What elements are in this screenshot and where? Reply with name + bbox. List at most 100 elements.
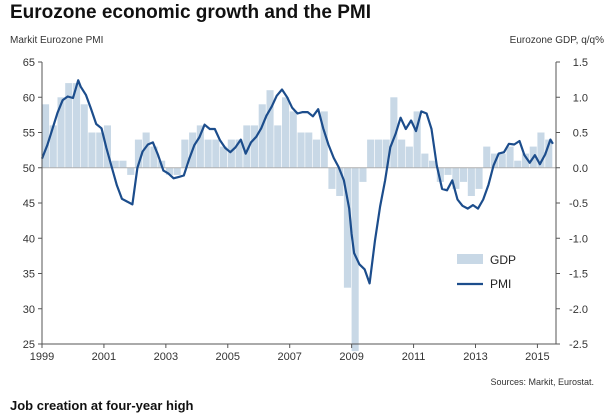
- pmi-line: [40, 79, 554, 285]
- x-tick-label: 2015: [525, 351, 549, 363]
- gdp-bar: [506, 146, 514, 168]
- left-tick-label: 40: [23, 233, 35, 245]
- gdp-bar: [181, 139, 189, 168]
- gdp-bar: [282, 97, 290, 168]
- right-tick-label: 1.0: [573, 92, 588, 104]
- gdp-bar: [227, 139, 235, 168]
- gdp-bar: [235, 139, 243, 168]
- right-tick-label: 0.5: [573, 128, 588, 140]
- x-tick-label: 2009: [339, 351, 363, 363]
- gdp-bar: [243, 125, 251, 168]
- gdp-bar: [111, 160, 119, 168]
- x-tick-label: 2007: [277, 351, 301, 363]
- gdp-bar: [460, 167, 468, 182]
- right-axis-label: Eurozone GDP, q/q%: [509, 35, 604, 46]
- gdp-bar: [483, 146, 491, 168]
- gdp-bar: [142, 132, 150, 168]
- gdp-bar: [374, 139, 382, 168]
- gdp-bar: [88, 132, 96, 168]
- gdp-bar: [398, 139, 406, 168]
- gdp-bar: [429, 160, 437, 168]
- x-tick-label: 2001: [92, 351, 116, 363]
- left-tick-label: 55: [23, 128, 35, 140]
- gdp-bar: [258, 104, 266, 168]
- gdp-bar: [405, 146, 413, 168]
- gdp-bar: [289, 111, 297, 168]
- gdp-bar: [103, 125, 111, 168]
- right-tick-label: 1.5: [573, 57, 588, 69]
- gdp-bars: [42, 83, 553, 352]
- left-tick-label: 35: [23, 269, 35, 281]
- gdp-bar: [367, 139, 375, 168]
- legend-pmi-label: PMI: [490, 277, 511, 291]
- gdp-bar: [204, 139, 212, 168]
- gdp-bar: [343, 167, 351, 288]
- right-tick-label: -1.0: [569, 233, 588, 245]
- gdp-bar: [382, 139, 390, 168]
- gdp-bar: [475, 167, 483, 189]
- gdp-bar: [220, 146, 228, 168]
- gdp-bar: [80, 104, 88, 168]
- source-note: Sources: Markit, Eurostat.: [490, 377, 594, 387]
- gdp-bar: [328, 167, 336, 189]
- left-tick-label: 25: [23, 339, 35, 351]
- gdp-bar: [96, 132, 104, 168]
- gdp-bar: [127, 167, 135, 175]
- gdp-bar: [165, 167, 173, 175]
- gdp-bar: [73, 83, 81, 168]
- gdp-bar: [65, 83, 73, 168]
- right-tick-label: 0.0: [573, 163, 588, 175]
- left-axis-label: Markit Eurozone PMI: [10, 35, 104, 46]
- axes: 65 60 55 50 45 40 35 30 25 1.5 1.0 0.5 0.0 -0.5 -1.0 -1…: [23, 57, 588, 363]
- gdp-bar: [57, 97, 65, 168]
- gdp-bar: [514, 160, 522, 168]
- gdp-bar: [150, 146, 158, 168]
- gdp-bar: [49, 125, 57, 168]
- gdp-bar: [359, 167, 367, 182]
- gdp-bar: [212, 139, 220, 168]
- gdp-bar: [444, 167, 452, 175]
- gdp-bar: [297, 132, 305, 168]
- gdp-bar: [537, 132, 545, 168]
- gdp-bar: [452, 167, 460, 189]
- gdp-bar: [351, 167, 359, 352]
- gdp-bar: [134, 139, 142, 168]
- chart-title: Eurozone economic growth and the PMI: [10, 2, 372, 23]
- gdp-bar: [421, 153, 429, 168]
- right-tick-label: -2.0: [569, 304, 588, 316]
- x-tick-label: 2013: [463, 351, 487, 363]
- gdp-bar: [390, 97, 398, 168]
- next-section-heading: Job creation at four-year high: [10, 398, 194, 413]
- legend-gdp-label: GDP: [490, 253, 516, 267]
- left-tick-label: 50: [23, 163, 35, 175]
- gdp-bar: [312, 139, 320, 168]
- gdp-bar: [119, 160, 127, 168]
- left-tick-label: 45: [23, 198, 35, 210]
- gdp-bar: [545, 139, 553, 168]
- gdp-bar: [436, 167, 444, 182]
- gdp-bar: [266, 90, 274, 168]
- gdp-bar: [521, 153, 529, 168]
- legend: GDP PMI: [457, 253, 516, 291]
- gdp-bar: [196, 125, 204, 168]
- gdp-bar: [305, 132, 313, 168]
- gdp-bar: [498, 153, 506, 168]
- x-tick-label: 2003: [154, 351, 178, 363]
- x-tick-label: 2011: [402, 351, 426, 363]
- left-tick-label: 60: [23, 92, 35, 104]
- right-tick-label: -1.5: [569, 269, 588, 281]
- legend-gdp-swatch: [457, 254, 483, 264]
- gdp-bar: [336, 167, 344, 196]
- right-tick-label: -2.5: [569, 339, 588, 351]
- gdp-bar: [467, 167, 475, 196]
- gdp-bar: [173, 167, 181, 175]
- gdp-bar: [274, 125, 282, 168]
- x-tick-label: 1999: [30, 351, 54, 363]
- left-tick-label: 30: [23, 304, 35, 316]
- left-tick-label: 65: [23, 57, 35, 69]
- right-tick-label: -0.5: [569, 198, 588, 210]
- gdp-bar: [320, 111, 328, 168]
- gdp-bar: [251, 125, 259, 168]
- gdp-bar: [42, 104, 50, 168]
